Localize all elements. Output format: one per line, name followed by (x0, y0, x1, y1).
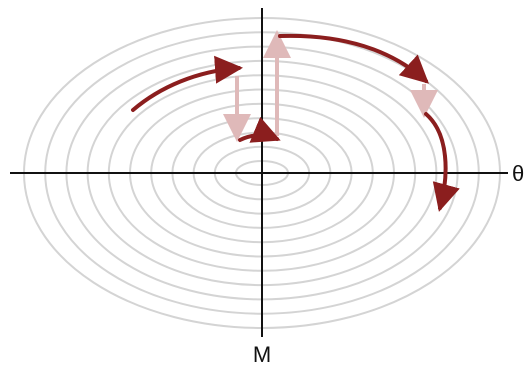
dark-curved-arrow-top-right (278, 33, 429, 84)
vertical-axis-label: M (253, 342, 271, 367)
dark-curved-arrow-center (238, 116, 281, 143)
horizontal-axis-label: θ (512, 161, 524, 186)
dark-arrows (131, 33, 460, 212)
dark-curved-arrow-left (131, 55, 243, 112)
dark-curved-arrow-right (424, 112, 460, 212)
